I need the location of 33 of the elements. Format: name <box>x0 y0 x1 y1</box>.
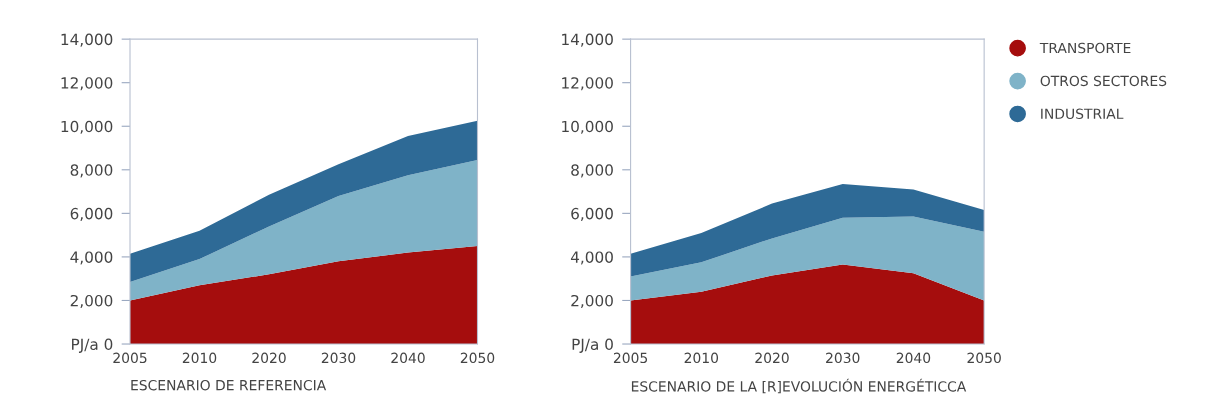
x-tick-label: 2010 <box>684 352 719 364</box>
x-tick-label: 2030 <box>321 352 356 364</box>
y-tick-label: PJ/a 0 <box>572 338 613 353</box>
y-tick-label: 14,000 <box>562 33 613 47</box>
x-tick-label: 2050 <box>460 352 495 364</box>
x-tick-label: 2040 <box>896 352 931 364</box>
y-tick-label: 12,000 <box>61 77 113 91</box>
y-tick-label: 8,000 <box>571 164 613 178</box>
x-tick-label: 2050 <box>967 352 1001 364</box>
legend-label: OTROS SECTORES <box>1040 75 1167 87</box>
y-tick-label: 10,000 <box>562 120 613 134</box>
x-axis-title: ESCENARIO DE LA [R]EVOLUCIÓN ENERGÉTICCA <box>631 378 967 394</box>
x-tick-label: 2020 <box>252 352 286 364</box>
x-tick-label: 2010 <box>182 352 217 364</box>
x-axis-title: ESCENARIO DE REFERENCIA <box>131 379 327 391</box>
y-tick-label: PJ/a 0 <box>72 338 113 353</box>
y-tick-label: 6,000 <box>571 207 613 221</box>
legend-label: INDUSTRIAL <box>1041 108 1124 120</box>
y-tick-label: 8,000 <box>70 164 113 178</box>
y-tick-label: 4,000 <box>570 251 613 265</box>
y-tick-label: 2,000 <box>70 294 113 309</box>
x-tick-label: 2005 <box>113 352 147 364</box>
y-tick-label: 12,000 <box>562 77 613 91</box>
x-tick-label: 2020 <box>755 352 789 364</box>
x-tick-label: 2030 <box>826 352 860 364</box>
y-tick-label: 2,000 <box>571 294 613 309</box>
legend-label: TRANSPORTE <box>1039 42 1131 54</box>
y-tick-label: 6,000 <box>70 207 113 221</box>
y-tick-label: 14,000 <box>61 33 113 47</box>
y-tick-label: 4,000 <box>70 251 113 265</box>
x-tick-label: 2005 <box>613 352 648 364</box>
y-tick-label: 10,000 <box>61 120 113 134</box>
x-tick-label: 2040 <box>391 352 425 364</box>
